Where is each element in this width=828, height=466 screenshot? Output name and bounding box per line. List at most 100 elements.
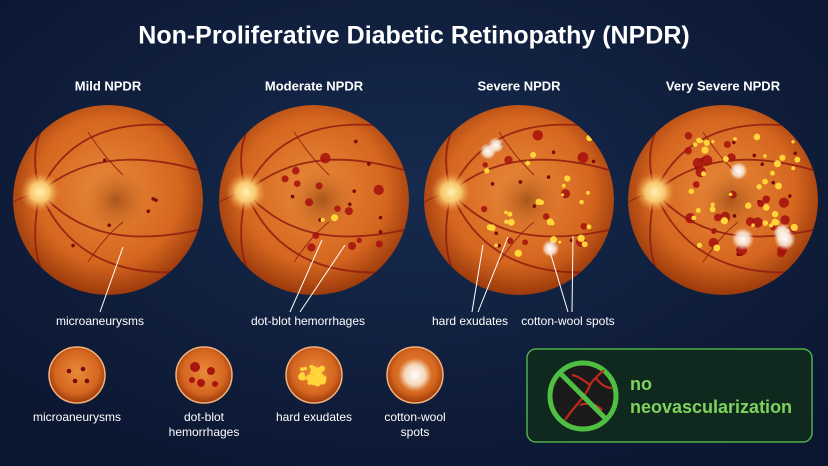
exudate <box>774 219 780 225</box>
hemorrhage <box>356 237 362 244</box>
macula <box>84 168 148 232</box>
cotton-wool <box>398 358 432 392</box>
exudate <box>791 140 795 144</box>
exudate <box>525 160 531 166</box>
microaneurysm <box>352 189 357 193</box>
optic-disc <box>226 172 266 212</box>
exudate <box>586 224 592 230</box>
hemorrhage <box>334 205 341 212</box>
lesion-label: cotton-wool <box>384 410 445 424</box>
vessel <box>702 221 739 263</box>
microaneurysm <box>103 158 107 163</box>
exudate <box>507 218 515 226</box>
hemorrhage <box>778 197 790 208</box>
exudate <box>756 184 762 190</box>
microaneurysm <box>71 243 75 248</box>
exudate <box>728 192 733 197</box>
lesion-sample <box>48 346 106 404</box>
hemorrhage <box>320 152 331 164</box>
leader-line <box>99 246 124 313</box>
vessel <box>87 131 124 176</box>
exudate <box>546 218 554 226</box>
hemorrhage <box>315 182 323 190</box>
microaneurysm <box>154 198 158 202</box>
hemorrhage <box>542 213 550 220</box>
microaneurysm <box>378 230 383 234</box>
hemorrhage <box>480 205 488 213</box>
exudate <box>779 154 786 161</box>
hemorrhage <box>189 377 195 383</box>
microaneurysm <box>378 215 383 220</box>
microaneurysm <box>732 214 737 218</box>
microaneurysm <box>532 204 537 208</box>
microaneurysm <box>107 223 112 228</box>
exudate <box>560 193 565 197</box>
hemorrhage <box>701 155 713 166</box>
annotation-label: cotton-wool spots <box>521 314 614 328</box>
microaneurysm <box>551 150 556 155</box>
exudate <box>701 146 709 154</box>
hemorrhage <box>281 175 289 183</box>
hemorrhage <box>482 162 488 168</box>
exudate <box>581 241 588 248</box>
hemorrhage <box>692 157 704 169</box>
microaneurysm <box>66 368 72 374</box>
leader-line <box>477 236 509 313</box>
exudate <box>745 202 752 209</box>
hemorrhage <box>727 153 736 162</box>
microaneurysm <box>367 162 371 166</box>
exudate <box>794 156 801 163</box>
hemorrhage <box>762 195 771 204</box>
exudate <box>791 166 796 171</box>
exudate <box>723 156 729 162</box>
microaneurysm <box>80 366 86 372</box>
exudate <box>703 139 710 146</box>
fundus-images: Mild NPDR Moderate NPDR Severe NPDR Very Se… <box>13 78 818 295</box>
hemorrhage <box>312 231 320 239</box>
stage-label: Very Severe NPDR <box>666 78 781 93</box>
exudate <box>711 139 715 144</box>
microaneurysm <box>84 378 90 384</box>
hemorrhage <box>692 181 700 189</box>
exudate <box>710 202 715 207</box>
microaneurysm <box>497 243 501 248</box>
hemorrhage <box>684 147 692 155</box>
hemorrhage <box>212 381 218 387</box>
exudate <box>693 142 698 147</box>
hemorrhage <box>207 367 215 375</box>
exudate <box>713 244 721 252</box>
exudate <box>507 211 513 217</box>
leader-line <box>547 244 569 313</box>
lesion-label: hemorrhages <box>169 425 240 439</box>
hemorrhage <box>580 223 588 230</box>
microaneurysm <box>290 194 295 199</box>
microaneurysm <box>353 139 358 144</box>
microaneurysm <box>771 180 775 185</box>
leader-line <box>471 244 484 313</box>
optic-disc <box>431 172 471 212</box>
vessel <box>293 131 330 176</box>
annotation-label: dot-blot hemorrhages <box>251 314 365 328</box>
exudate <box>564 175 571 182</box>
exudate <box>320 217 325 223</box>
hemorrhage <box>777 249 785 258</box>
exudate <box>561 183 566 188</box>
lesion-label: microaneurysms <box>33 410 121 424</box>
cotton-wool <box>541 239 560 258</box>
exudate <box>538 199 545 205</box>
exudate <box>773 160 781 168</box>
hemorrhage <box>713 213 722 222</box>
exudate <box>695 207 701 214</box>
exudate <box>300 375 306 381</box>
cotton-wool <box>774 228 796 251</box>
vessel-icon <box>564 369 613 421</box>
exudate <box>762 220 769 226</box>
exudate <box>720 217 729 225</box>
microaneurysm <box>72 378 78 384</box>
exudate <box>753 133 761 141</box>
exudate <box>763 154 767 158</box>
microaneurysm <box>788 194 792 198</box>
hemorrhage <box>723 140 731 149</box>
exudate <box>303 366 307 371</box>
